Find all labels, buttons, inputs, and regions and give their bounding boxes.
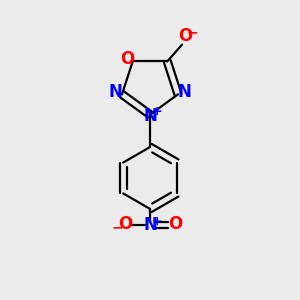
Text: −: − — [112, 220, 123, 234]
Text: O: O — [178, 27, 192, 45]
Text: +: + — [151, 215, 162, 228]
Text: +: + — [151, 105, 162, 118]
Text: N: N — [143, 216, 157, 234]
Text: N: N — [178, 83, 191, 101]
Text: N: N — [109, 83, 122, 101]
Text: −: − — [187, 26, 198, 40]
Text: O: O — [118, 215, 132, 233]
Text: N: N — [143, 107, 157, 125]
Text: O: O — [168, 215, 182, 233]
Text: O: O — [120, 50, 134, 68]
